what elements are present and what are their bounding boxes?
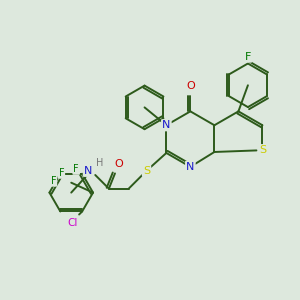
Text: O: O	[114, 159, 123, 169]
Text: N: N	[84, 166, 92, 176]
Text: S: S	[143, 166, 150, 176]
Text: F: F	[58, 168, 64, 178]
Text: N: N	[162, 120, 170, 130]
Text: F: F	[74, 164, 79, 174]
Text: O: O	[186, 81, 195, 91]
Text: Cl: Cl	[67, 218, 77, 228]
Text: F: F	[245, 52, 251, 61]
Text: F: F	[51, 176, 56, 186]
Text: S: S	[259, 145, 266, 155]
Text: N: N	[186, 162, 195, 172]
Text: H: H	[96, 158, 104, 168]
